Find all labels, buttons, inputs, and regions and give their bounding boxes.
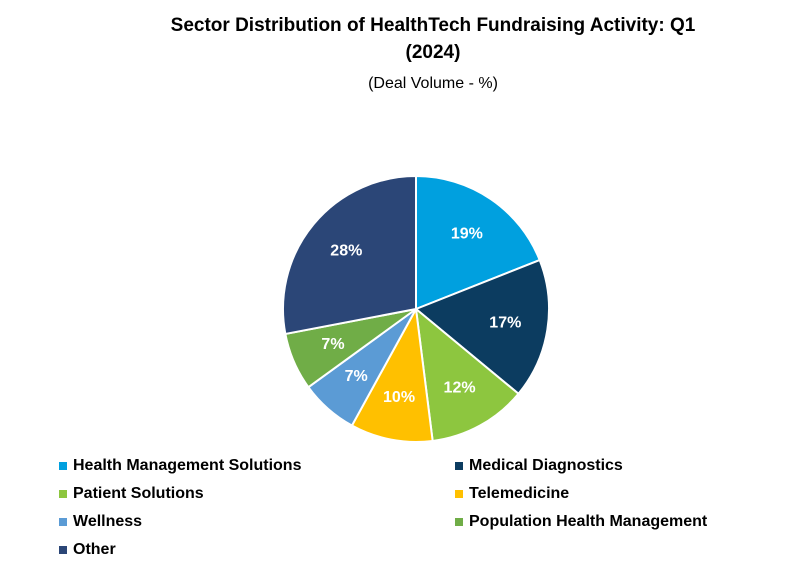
data-label: 12% [444, 379, 476, 396]
data-label: 7% [345, 368, 368, 385]
legend-marker [59, 518, 67, 526]
legend-label: Patient Solutions [73, 485, 204, 502]
legend-label: Health Management Solutions [73, 457, 302, 474]
legend-marker [59, 546, 67, 554]
chart-subtitle: (Deal Volume - %) [368, 75, 498, 92]
legend-marker [59, 462, 67, 470]
pie-slice [414, 306, 520, 443]
legend-marker [455, 518, 463, 526]
chart-title: Sector Distribution of HealthTech Fundra… [170, 15, 696, 63]
legend-marker [455, 462, 463, 470]
legend-marker [455, 490, 463, 498]
pie-slice [350, 305, 434, 443]
legend-label: Telemedicine [469, 485, 569, 502]
legend-label: Other [73, 541, 116, 558]
legend-label: Wellness [73, 513, 142, 530]
pie-slice [415, 174, 541, 311]
legend-marker [59, 490, 67, 498]
pie-slice [414, 258, 550, 396]
pie-slice [282, 174, 417, 336]
data-label: 7% [321, 336, 344, 353]
data-label: 17% [489, 314, 521, 331]
data-label: 19% [451, 225, 483, 242]
legend-label: Medical Diagnostics [469, 457, 623, 474]
data-label: 10% [383, 389, 415, 406]
data-label: 28% [330, 243, 362, 260]
legend-label: Population Health Management [469, 513, 708, 530]
